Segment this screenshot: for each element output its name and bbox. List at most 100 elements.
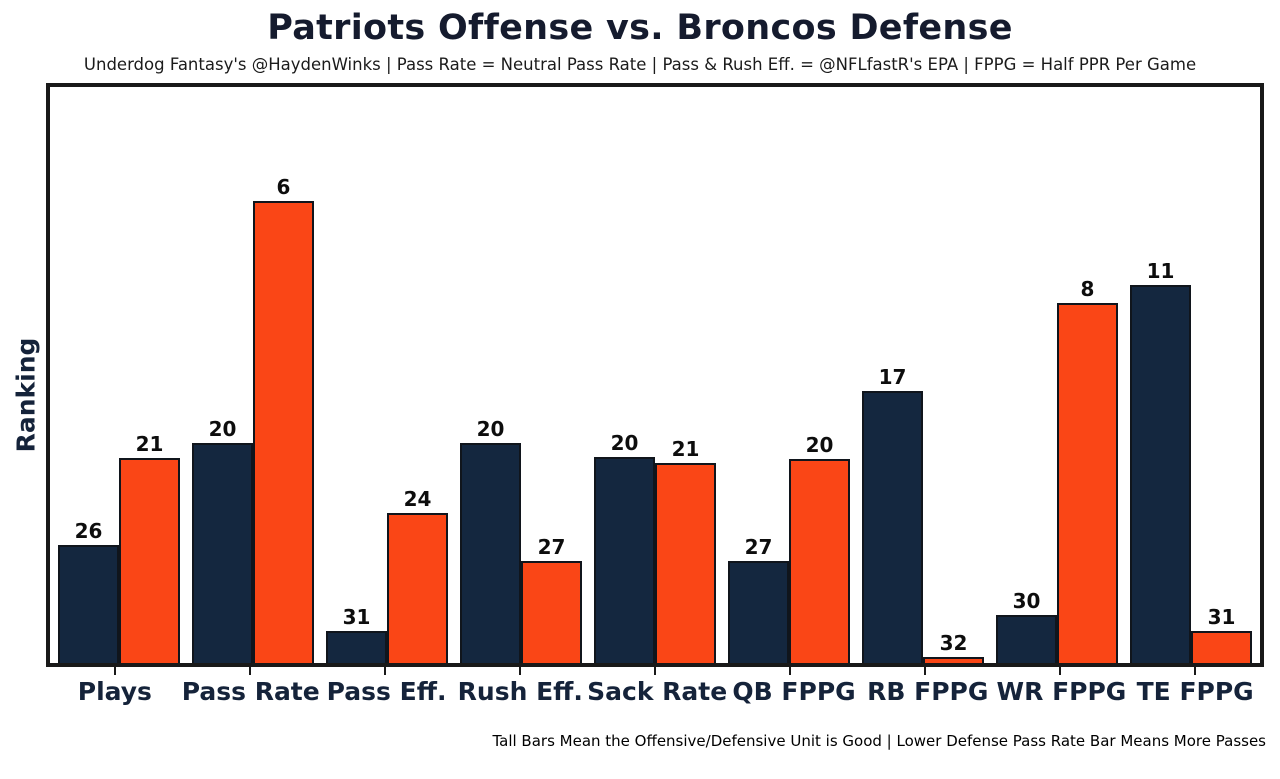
x-axis-label: RB FPPG [867, 677, 989, 706]
bar-group-pass-rate: 20 6 [186, 177, 320, 663]
offense-bar [326, 631, 387, 663]
bar-group-rb-fppg: 17 32 [856, 367, 990, 663]
x-tick [114, 667, 117, 675]
bar-rank-label: 8 [1080, 277, 1095, 301]
defense-bar [789, 459, 850, 663]
bar-rank-label: 27 [537, 535, 566, 559]
offense-bar [728, 561, 789, 663]
offense-bar-column: 30 [996, 591, 1057, 663]
bar-rank-label: 32 [939, 631, 968, 655]
offense-bar-column: 20 [460, 419, 521, 663]
bar-rank-label: 26 [74, 519, 103, 543]
x-axis-label: Sack Rate [587, 677, 728, 706]
x-tick [384, 667, 387, 675]
bar-rank-label: 30 [1012, 589, 1041, 613]
bar-rank-label: 24 [403, 487, 432, 511]
bar-group-wr-fppg: 30 8 [990, 279, 1124, 663]
bar-rank-label: 20 [805, 433, 834, 457]
x-tick-cell [1127, 667, 1262, 675]
y-axis-title-wrap: Ranking [6, 83, 46, 706]
offense-bar-column: 31 [326, 607, 387, 663]
bar-rank-label: 21 [135, 432, 164, 456]
defense-bar [119, 458, 180, 663]
defense-bar-column: 8 [1057, 279, 1118, 663]
x-tick-cell [183, 667, 318, 675]
x-axis-label: QB FPPG [732, 677, 856, 706]
defense-bar-column: 24 [387, 489, 448, 663]
defense-bar-column: 27 [521, 537, 582, 663]
bar-group-te-fppg: 11 31 [1124, 261, 1258, 663]
defense-bar-column: 21 [119, 434, 180, 663]
chart-area: Ranking 26 21 20 6 31 24 20 27 20 21 27 20 17 32 30 8 11… [6, 83, 1264, 706]
offense-bar-column: 20 [594, 433, 655, 663]
footnote: Tall Bars Mean the Offensive/Defensive U… [492, 732, 1266, 750]
x-tick [788, 667, 791, 675]
x-axis-label: Rush Eff. [457, 677, 583, 706]
x-tick [1193, 667, 1196, 675]
bar-group-rush-eff-: 20 27 [454, 419, 588, 663]
bar-rank-label: 21 [671, 437, 700, 461]
x-tick-cell [318, 667, 453, 675]
bar-rank-label: 11 [1146, 259, 1175, 283]
x-tick-cell [48, 667, 183, 675]
offense-bar-column: 17 [862, 367, 923, 663]
offense-bar-column: 26 [58, 521, 119, 663]
bar-rank-label: 20 [610, 431, 639, 455]
bar-rank-label: 31 [1207, 605, 1236, 629]
bar-rank-label: 6 [276, 175, 291, 199]
x-axis-label: TE FPPG [1136, 677, 1254, 706]
offense-bar [996, 615, 1057, 663]
defense-bar-column: 6 [253, 177, 314, 663]
x-tick-cell [722, 667, 857, 675]
x-tick [519, 667, 522, 675]
plot-area: 26 21 20 6 31 24 20 27 20 21 27 20 17 32 30 8 11 31 [46, 83, 1264, 667]
x-tick [923, 667, 926, 675]
chart-title: Patriots Offense vs. Broncos Defense [267, 8, 1013, 48]
x-tick-cell [588, 667, 723, 675]
offense-bar [192, 443, 253, 663]
offense-bar [594, 457, 655, 663]
offense-bar [460, 443, 521, 663]
x-tick [654, 667, 656, 675]
defense-bar [655, 463, 716, 663]
defense-bar-column: 31 [1191, 607, 1252, 663]
x-tick [1058, 667, 1061, 675]
defense-bar-column: 32 [923, 633, 984, 663]
offense-bar [1130, 285, 1191, 663]
offense-bar [862, 391, 923, 663]
bar-rank-label: 20 [208, 417, 237, 441]
bar-group-pass-eff-: 31 24 [320, 489, 454, 663]
defense-bar [253, 201, 314, 663]
x-axis-ticks [46, 667, 1264, 675]
bar-rank-label: 20 [476, 417, 505, 441]
x-axis-labels: Plays Pass Rate Pass Eff. Rush Eff. Sack Rat… [46, 677, 1264, 706]
x-tick-cell [857, 667, 992, 675]
bar-group-plays: 26 21 [52, 434, 186, 663]
defense-bar [387, 513, 448, 663]
bar-rank-label: 27 [744, 535, 773, 559]
x-axis-label: WR FPPG [996, 677, 1127, 706]
offense-bar-column: 20 [192, 419, 253, 663]
y-axis-title: Ranking [11, 337, 41, 452]
x-axis-label: Plays [77, 677, 152, 706]
defense-bar [923, 657, 984, 663]
x-tick [249, 667, 252, 675]
offense-bar-column: 27 [728, 537, 789, 663]
offense-bar-column: 11 [1130, 261, 1191, 663]
bar-rank-label: 31 [342, 605, 371, 629]
offense-bar [58, 545, 119, 663]
x-axis-label: Pass Eff. [326, 677, 447, 706]
chart-page: Patriots Offense vs. Broncos Defense Und… [6, 8, 1267, 750]
x-axis-label: Pass Rate [181, 677, 320, 706]
defense-bar [1191, 631, 1252, 663]
defense-bar-column: 21 [655, 439, 716, 663]
defense-bar [521, 561, 582, 663]
plot-column: 26 21 20 6 31 24 20 27 20 21 27 20 17 32 30 8 11 31 Plays… [46, 83, 1264, 706]
defense-bar [1057, 303, 1118, 663]
chart-subtitle: Underdog Fantasy's @HaydenWinks | Pass R… [83, 55, 1197, 74]
x-tick-cell [453, 667, 588, 675]
bar-group-qb-fppg: 27 20 [722, 435, 856, 663]
x-tick-cell [992, 667, 1127, 675]
bar-rank-label: 17 [878, 365, 907, 389]
defense-bar-column: 20 [789, 435, 850, 663]
